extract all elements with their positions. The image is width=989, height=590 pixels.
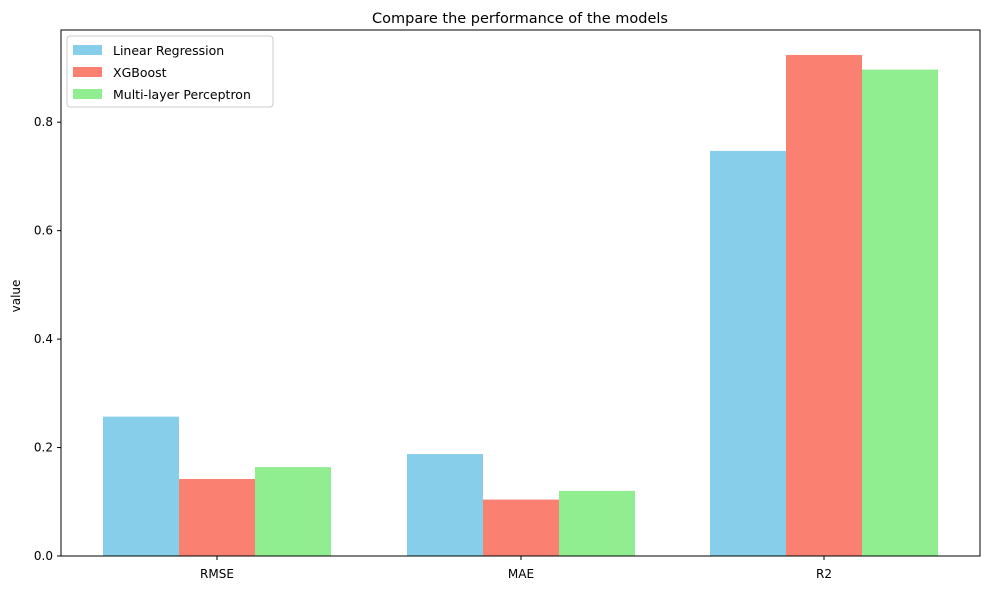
y-tick-label: 0.2: [34, 441, 53, 455]
legend-swatch: [73, 45, 102, 55]
legend-label: XGBoost: [113, 65, 167, 80]
x-axis-ticks: RMSE MAE R2: [200, 556, 832, 581]
chart-title: Compare the performance of the models: [372, 11, 668, 27]
bar-xgboost-rmse: [179, 479, 255, 556]
x-tick-label: R2: [816, 567, 832, 581]
y-tick-label: 0.0: [34, 549, 53, 563]
y-axis-label: value: [9, 280, 23, 313]
bar-xgboost-r2: [786, 54, 862, 556]
legend-swatch: [73, 89, 102, 99]
bar-linear-regression-mae: [407, 454, 483, 556]
bar-multi-layer-perceptron-rmse: [255, 467, 331, 556]
bar-xgboost-mae: [483, 499, 559, 556]
bars-group: [103, 54, 938, 556]
plot-frame: [60, 29, 981, 557]
x-tick-label: MAE: [508, 567, 534, 581]
legend: Linear Regression XGBoost Multi-layer Perc…: [66, 35, 274, 108]
legend-swatch: [73, 67, 102, 77]
legend-box: [66, 35, 274, 108]
bar-linear-regression-r2: [710, 150, 786, 556]
y-tick-label: 0.8: [34, 115, 53, 129]
y-tick-label: 0.6: [34, 224, 53, 238]
legend-label: Linear Regression: [113, 43, 224, 58]
legend-label: Multi-layer Perceptron: [113, 87, 251, 102]
bar-linear-regression-rmse: [103, 416, 179, 556]
y-tick-label: 0.4: [34, 332, 53, 346]
x-tick-label: RMSE: [200, 567, 234, 581]
y-axis-ticks: 0.0 0.2 0.4 0.6 0.8: [34, 115, 61, 563]
bar-multi-layer-perceptron-mae: [559, 490, 635, 556]
bar-multi-layer-perceptron-r2: [862, 69, 938, 556]
